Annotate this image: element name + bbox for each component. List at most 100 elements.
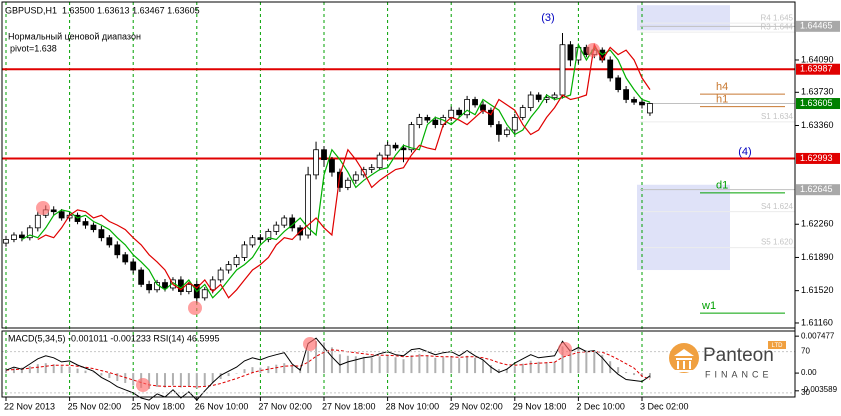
macd-bar [92,372,95,374]
macd-bar [315,340,318,374]
macd-bar [386,355,389,374]
macd-bar [418,353,421,374]
macd-bar [36,364,39,374]
macd-bar [482,360,484,374]
marker [136,378,150,392]
candle-body [138,269,145,285]
macd-bar [156,373,159,387]
candle-body [329,159,335,173]
candle-body [424,117,431,121]
candle-body [122,254,129,263]
candle-body [58,211,65,219]
symbol: GBPUSD,H1 [5,5,57,15]
x-tick-label: 25 Nov 18:00 [131,401,185,411]
overlay [21,42,651,299]
macd-bar [378,356,381,374]
candle-body [257,237,264,240]
candle-body [352,174,359,181]
candle-body [34,214,41,229]
marker [586,43,600,57]
level-badge [796,152,840,164]
macd-bar [5,369,7,374]
candle-body [201,289,208,299]
y-tick-label: 0.007477 [801,331,835,340]
indicator-title: MACD(5,34,5) -0.001011 -0.001233 RSI(14)… [8,333,219,343]
candle-body [639,101,645,106]
macd-bar [148,373,151,389]
macd-bar [52,364,55,374]
y-tick-label: 0.00 [801,368,817,377]
candle-body [464,99,471,116]
candle-body [82,221,89,226]
candle-body [408,124,415,151]
rsi-tick-label: 30 [801,388,810,397]
level-label: 1.62993 [800,153,833,163]
level-badge [796,63,840,75]
level-label: 1.62645 [800,184,833,194]
logo-badge-text: LTD [772,343,784,349]
candle-body [535,94,542,100]
macd-bar [251,367,254,374]
candle-body [146,283,153,291]
candle-body [623,89,629,100]
candle-body [647,103,653,114]
candle-body [384,144,391,156]
y-tick-label: 1.61520 [801,285,834,295]
logo-badge [768,341,786,349]
macd-bar [235,373,238,374]
macd-bar [410,355,413,374]
trend-level-label: h4 [716,81,728,93]
macd-bar [466,355,469,374]
candle-body [456,109,463,116]
main-frame [1,1,796,329]
macd-bar [307,350,310,374]
y-tick-label: 1.63360 [801,120,834,130]
x-tick-label: 27 Nov 18:00 [322,401,376,411]
candle-body [503,129,510,135]
macd-bar [323,342,325,374]
candle-body [273,224,280,232]
y-tick-label: 1.62260 [801,219,834,229]
level-badge [796,98,840,110]
candle-body [607,59,614,79]
y-tick-label: 1.63730 [801,87,834,97]
x-tick-label: 29 Nov 18:00 [513,401,567,411]
x-tick-label: 29 Nov 02:00 [449,401,503,411]
marker [558,342,572,356]
candle-body [130,261,137,271]
level-label: 1.63987 [800,64,833,74]
macd-bar [362,356,365,374]
y-tick-label: -0.003589 [801,385,838,394]
macd-bar [633,373,636,376]
candle-body [114,244,121,256]
candle-body [11,234,17,240]
candle-body [376,154,383,169]
pivot-label: pivot=1.638 [10,43,57,53]
macd-bar [561,346,564,374]
level-badge [796,184,840,196]
candle-body [432,119,439,126]
macd-bar [458,358,461,374]
logo-sub: FINANCE [705,369,773,379]
macd-bar [84,370,87,374]
candle-body [448,109,455,118]
x-tick-label: 28 Nov 10:00 [386,401,440,411]
macd-bar [505,368,508,374]
macd-signal [5,349,651,388]
macd-bar [76,368,79,374]
pivot-label: S5 1.620 [761,238,794,247]
macd-bar [219,373,222,380]
candle-body [106,237,113,246]
x-tick-label: 3 Dec 02:00 [640,401,689,411]
macd-bar [203,373,206,386]
macd-bar [275,364,278,374]
quote: 1.63500 1.63613 1.63467 1.63605 [62,5,200,15]
price-zone [637,184,730,271]
macd-bar [259,367,262,374]
level-label: 1.63605 [800,98,833,108]
macd-bar [243,369,246,374]
level-badge [796,20,840,32]
macd-bar [179,373,182,388]
macd-bar [529,360,532,374]
